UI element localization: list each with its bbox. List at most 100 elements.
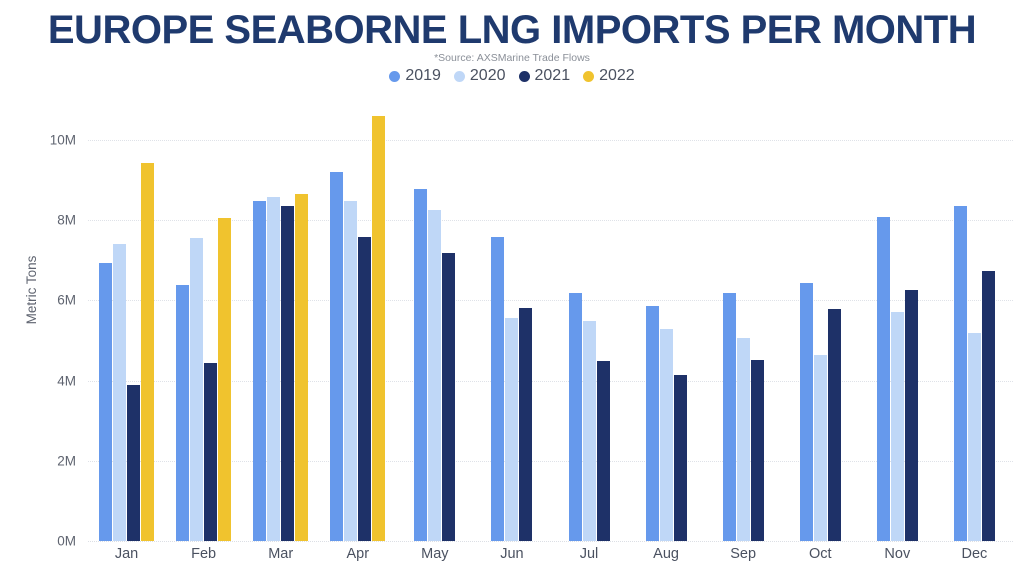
- gridline: [88, 380, 1013, 382]
- bars-wrapper: [88, 100, 165, 541]
- bar-Apr-2021[interactable]: [358, 237, 372, 541]
- bar-group-Feb: [165, 100, 242, 541]
- bar-Jul-2021[interactable]: [596, 361, 610, 541]
- chart-legend: 2019 2020 2021 2022: [0, 67, 1024, 85]
- y-axis-ticks: 0M 2M 4M 6M 8M 10M: [12, 100, 76, 549]
- bar-group-May: [396, 100, 473, 541]
- bar-Sep-2021[interactable]: [750, 360, 764, 541]
- bar-Nov-2019[interactable]: [876, 217, 890, 541]
- bar-group-Jul: [550, 100, 627, 541]
- legend-label: 2020: [469, 67, 506, 84]
- bar-Nov-2020[interactable]: [890, 312, 904, 541]
- gridline: [88, 140, 1013, 142]
- y-tick-label: 4M: [57, 373, 76, 389]
- bar-group-Aug: [628, 100, 705, 541]
- bar-group-Sep: [705, 100, 782, 541]
- x-tick-label-Oct: Oct: [808, 546, 832, 562]
- bars-wrapper: [628, 100, 705, 541]
- bar-Mar-2019[interactable]: [253, 201, 267, 541]
- gridline: [88, 460, 1013, 462]
- bars-wrapper: [859, 100, 936, 541]
- legend-swatch-icon: [389, 70, 401, 82]
- bars-wrapper: [319, 100, 396, 541]
- bar-Feb-2019[interactable]: [176, 285, 190, 541]
- bar-Apr-2020[interactable]: [344, 201, 358, 541]
- bar-Jan-2021[interactable]: [127, 385, 141, 541]
- bar-Jan-2022[interactable]: [141, 163, 155, 541]
- bar-Sep-2019[interactable]: [722, 292, 736, 541]
- x-axis-labels: Jan Feb Mar Apr May Jun Jul Aug Sep Oct Nov Dec: [88, 546, 1013, 562]
- bar-Oct-2020[interactable]: [813, 355, 827, 541]
- bar-group-Nov: [859, 100, 936, 541]
- y-tick-label: 2M: [57, 453, 76, 469]
- bars-wrapper: [936, 100, 1013, 541]
- bar-Oct-2019[interactable]: [799, 283, 813, 541]
- x-tick-label-Dec: Dec: [961, 546, 988, 562]
- legend-label: 2021: [534, 67, 571, 84]
- x-tick-label-Mar: Mar: [268, 546, 294, 562]
- bar-Aug-2021[interactable]: [673, 374, 687, 541]
- bars-wrapper: [396, 100, 473, 541]
- x-tick-label-May: May: [421, 546, 449, 562]
- bar-Mar-2020[interactable]: [267, 197, 281, 541]
- bar-Jun-2019[interactable]: [491, 237, 505, 541]
- bar-Oct-2021[interactable]: [827, 309, 841, 541]
- bar-Jan-2020[interactable]: [113, 243, 127, 541]
- bars-wrapper: [782, 100, 859, 541]
- bars-wrapper: [473, 100, 550, 541]
- bar-Apr-2022[interactable]: [372, 116, 386, 541]
- bar-Feb-2022[interactable]: [218, 217, 232, 541]
- y-tick-label: 6M: [57, 292, 76, 308]
- bar-Jun-2021[interactable]: [519, 308, 533, 541]
- bars-wrapper: [550, 100, 627, 541]
- chart-source-note: *Source: AXSMarine Trade Flows: [434, 52, 590, 64]
- legend-swatch-icon: [453, 70, 465, 82]
- x-tick-label-Feb: Feb: [191, 546, 217, 562]
- x-tick-label-Jun: Jun: [500, 546, 524, 562]
- x-tick-label-Nov: Nov: [884, 546, 911, 562]
- bar-Jul-2019[interactable]: [568, 292, 582, 541]
- bar-Jun-2020[interactable]: [505, 318, 519, 541]
- y-tick-label: 10M: [49, 132, 76, 148]
- x-tick-label-Aug: Aug: [653, 546, 679, 562]
- y-tick-label: 8M: [57, 212, 76, 228]
- bar-May-2020[interactable]: [428, 210, 442, 541]
- bar-Jul-2020[interactable]: [582, 320, 596, 541]
- x-axis-baseline: [88, 541, 1013, 542]
- bar-Mar-2022[interactable]: [295, 193, 309, 541]
- gridline: [88, 300, 1013, 302]
- legend-item-2022[interactable]: 2022: [583, 67, 635, 85]
- bar-group-Jan: [88, 100, 165, 541]
- bar-May-2019[interactable]: [414, 189, 428, 541]
- bar-groups: [88, 100, 1013, 541]
- bar-Nov-2021[interactable]: [904, 290, 918, 541]
- bar-group-Oct: [782, 100, 859, 541]
- legend-label: 2019: [405, 67, 441, 84]
- x-tick-label-Jul: Jul: [579, 546, 599, 562]
- legend-swatch-icon: [583, 70, 595, 82]
- legend-swatch-icon: [518, 70, 530, 82]
- bar-group-Mar: [242, 100, 319, 541]
- gridline: [88, 220, 1013, 222]
- bar-Apr-2019[interactable]: [330, 171, 344, 541]
- bar-group-Dec: [936, 100, 1013, 541]
- bar-group-Jun: [473, 100, 550, 541]
- bar-May-2021[interactable]: [442, 252, 456, 541]
- bar-Aug-2019[interactable]: [645, 306, 659, 541]
- legend-label: 2022: [599, 67, 635, 84]
- bar-Dec-2020[interactable]: [967, 333, 981, 541]
- bar-Jan-2019[interactable]: [99, 263, 113, 541]
- bar-Mar-2021[interactable]: [281, 206, 295, 541]
- x-tick-label-Apr: Apr: [346, 546, 370, 562]
- bar-Aug-2020[interactable]: [659, 329, 673, 541]
- bar-Feb-2021[interactable]: [204, 363, 218, 541]
- bar-Feb-2020[interactable]: [190, 238, 204, 541]
- legend-item-2019[interactable]: 2019: [389, 67, 441, 85]
- page-title: EUROPE SEABORNE LNG IMPORTS PER MONTH: [47, 8, 977, 52]
- bar-Dec-2019[interactable]: [953, 206, 967, 541]
- bar-Sep-2020[interactable]: [736, 338, 750, 541]
- legend-item-2021[interactable]: 2021: [518, 67, 571, 85]
- bar-Dec-2021[interactable]: [981, 270, 995, 541]
- legend-item-2020[interactable]: 2020: [453, 67, 506, 85]
